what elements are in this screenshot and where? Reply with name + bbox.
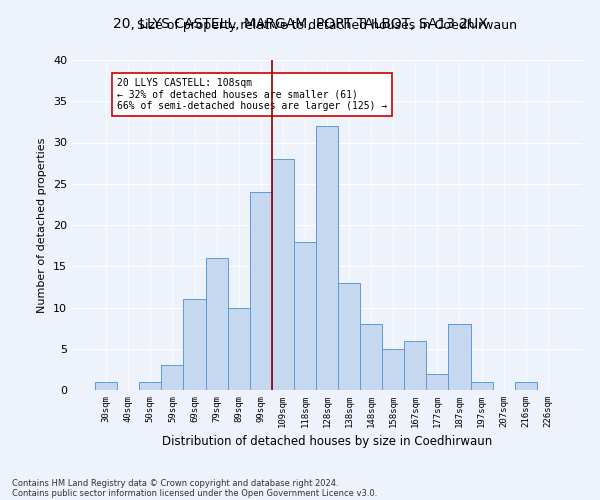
Text: 20, LLYS CASTELL, MARGAM, PORT TALBOT, SA13 2UX: 20, LLYS CASTELL, MARGAM, PORT TALBOT, S… [113, 18, 487, 32]
Y-axis label: Number of detached properties: Number of detached properties [37, 138, 47, 312]
Bar [184, 299, 206, 390]
Bar [382, 349, 404, 390]
Bar [360, 324, 382, 390]
Bar [139, 382, 161, 390]
Bar [338, 283, 360, 390]
Bar [161, 365, 184, 390]
Bar [404, 340, 427, 390]
Bar [272, 159, 294, 390]
Text: 20 LLYS CASTELL: 108sqm
← 32% of detached houses are smaller (61)
66% of semi-de: 20 LLYS CASTELL: 108sqm ← 32% of detache… [117, 78, 388, 112]
Bar [95, 382, 117, 390]
Title: Size of property relative to detached houses in Coedhirwaun: Size of property relative to detached ho… [137, 20, 517, 32]
Bar [316, 126, 338, 390]
Bar [427, 374, 448, 390]
X-axis label: Distribution of detached houses by size in Coedhirwaun: Distribution of detached houses by size … [162, 436, 492, 448]
Bar [448, 324, 470, 390]
Text: Contains public sector information licensed under the Open Government Licence v3: Contains public sector information licen… [12, 488, 377, 498]
Text: Contains HM Land Registry data © Crown copyright and database right 2024.: Contains HM Land Registry data © Crown c… [12, 478, 338, 488]
Bar [515, 382, 537, 390]
Bar [206, 258, 227, 390]
Bar [250, 192, 272, 390]
Bar [470, 382, 493, 390]
Bar [227, 308, 250, 390]
Bar [294, 242, 316, 390]
